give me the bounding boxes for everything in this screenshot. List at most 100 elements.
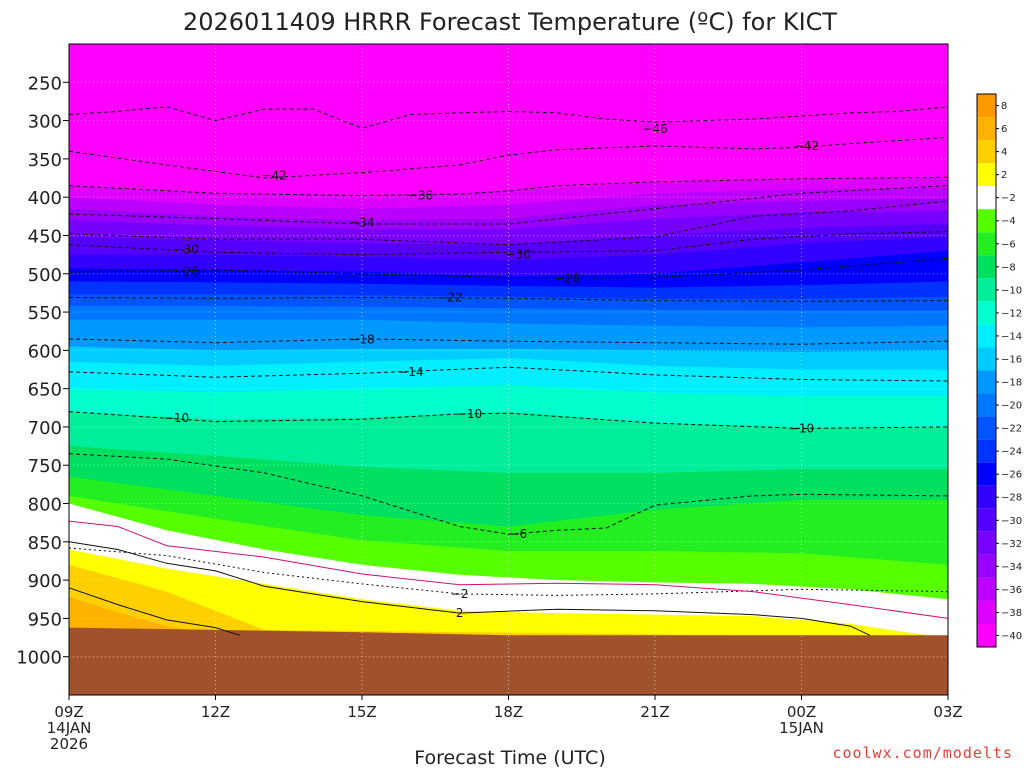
temperature-band-ground (69, 627, 948, 695)
contour-label: −42 (261, 169, 286, 183)
colorbar-label: −22 (1001, 424, 1022, 435)
contour-line (68, 136, 949, 179)
colorbar-swatch (977, 278, 996, 302)
contour-label: −26 (174, 264, 199, 278)
colorbar-swatch (977, 531, 996, 555)
y-tick-label-450: 450 (28, 226, 62, 247)
colorbar-label: −34 (1001, 562, 1022, 573)
colorbar-label: 2 (1001, 170, 1007, 181)
grid-layer (68, 44, 949, 695)
contour-line (68, 411, 949, 430)
colorbar-swatch (977, 439, 996, 463)
contour-line (68, 547, 949, 596)
credit-link[interactable]: coolwx.com/modelts (832, 744, 1013, 762)
x-tick-label: 15Z (347, 703, 376, 721)
colorbar-label: −6 (1001, 239, 1016, 250)
colorbar-swatch (977, 485, 996, 509)
colorbar-swatch (977, 140, 996, 164)
contour-label: −42 (794, 139, 819, 153)
colorbar-swatch (977, 508, 996, 532)
contour-label: −2 (451, 587, 469, 601)
contour-line (68, 200, 949, 246)
colorbar-label: −20 (1001, 401, 1022, 412)
x-tick-label: 14JAN (47, 719, 92, 737)
colorbar-swatch (977, 117, 996, 141)
y-tick-label-500: 500 (28, 265, 62, 286)
colorbar-swatch (977, 232, 996, 256)
chart-title: 2026011409 HRRR Forecast Temperature (ºC… (183, 8, 837, 36)
colorbar-swatch (977, 416, 996, 440)
contour-label: −14 (398, 365, 423, 379)
contour-label: −10 (789, 421, 814, 435)
colorbar: 8 6 4 2 −2 −4 −6 −8 −10 −12 −14 −16 −18 −20 −22 −24 −26 −… (976, 93, 1022, 648)
colorbar-label: 6 (1001, 124, 1007, 135)
colorbar-swatch (977, 186, 996, 210)
colorbar-swatch (977, 163, 996, 187)
contour-label: −30 (506, 248, 531, 262)
y-tick-label-600: 600 (28, 341, 62, 362)
colorbar-label: −16 (1001, 354, 1022, 365)
y-tick-label-900: 900 (28, 571, 62, 592)
x-tick-label: 03Z (933, 703, 962, 721)
contour-label: −34 (349, 215, 374, 229)
colorbar-label: −4 (1001, 216, 1016, 227)
colorbar-label: −32 (1001, 539, 1022, 550)
y-axis-pressure: 250 300 350 400 450 500 550 600 650 700 750 800 850 9… (16, 73, 69, 669)
colorbar-swatch (977, 370, 996, 394)
x-tick-label: 21Z (640, 703, 669, 721)
y-tick-label-700: 700 (28, 418, 62, 439)
colorbar-swatch (977, 393, 996, 417)
colorbar-label: −2 (1001, 193, 1016, 204)
y-tick-label-550: 550 (28, 303, 62, 324)
colorbar-label: −14 (1001, 331, 1022, 342)
y-tick-label-1000: 1000 (16, 648, 62, 669)
contour-line (68, 106, 949, 129)
colorbar-label: 8 (1001, 101, 1007, 112)
colorbar-label: −8 (1001, 262, 1016, 273)
x-tick-label: 09Z (54, 703, 83, 721)
contour-label: −30 (174, 242, 199, 256)
colorbar-frame (976, 93, 997, 648)
colorbar-swatch (977, 577, 996, 601)
y-tick-label-650: 650 (28, 380, 62, 401)
colorbar-swatch (977, 623, 996, 647)
colorbar-swatch (977, 301, 996, 325)
y-tick-label-300: 300 (28, 112, 62, 133)
y-tick-label-250: 250 (28, 73, 62, 94)
contour-label: −6 (509, 527, 527, 541)
y-tick-label-750: 750 (28, 456, 62, 477)
y-tick-label-350: 350 (28, 150, 62, 171)
colorbar-label: −12 (1001, 308, 1022, 319)
colorbar-swatch (977, 94, 996, 118)
colorbar-swatch (977, 347, 996, 371)
colorbar-label: −10 (1001, 285, 1022, 296)
contour-line (68, 587, 241, 636)
colorbar-swatch (977, 209, 996, 233)
colorbar-label: −40 (1001, 631, 1022, 642)
y-tick-label-950: 950 (28, 609, 62, 630)
colorbar-label: −30 (1001, 516, 1022, 527)
x-tick-label: 2026 (50, 735, 88, 753)
contour-label: −10 (164, 411, 189, 425)
x-tick-label: 18Z (494, 703, 523, 721)
y-tick-label-400: 400 (28, 188, 62, 209)
colorbar-label: −36 (1001, 585, 1022, 596)
x-tick-label: 00Z (787, 703, 816, 721)
x-tick-label: 15JAN (779, 719, 824, 737)
contour-line (68, 520, 949, 619)
colorbar-label: −18 (1001, 378, 1022, 389)
colorbar-swatch (977, 600, 996, 624)
contour-label: −18 (349, 333, 374, 347)
colorbar-swatch (977, 462, 996, 486)
y-tick-label-800: 800 (28, 495, 62, 516)
colorbar-label: 4 (1001, 147, 1007, 158)
contour-label-layer: −46−42−42−38−34−30 −30−26 −26−22−18−14−10−… (164, 122, 819, 620)
contour-line (68, 231, 949, 256)
contour-label: −22 (437, 291, 462, 305)
contour-layer (68, 106, 949, 636)
colorbar-label: −26 (1001, 470, 1022, 481)
x-axis-label: Forecast Time (UTC) (414, 747, 605, 768)
y-tick-label-850: 850 (28, 533, 62, 554)
colorbar-label: −28 (1001, 493, 1022, 504)
